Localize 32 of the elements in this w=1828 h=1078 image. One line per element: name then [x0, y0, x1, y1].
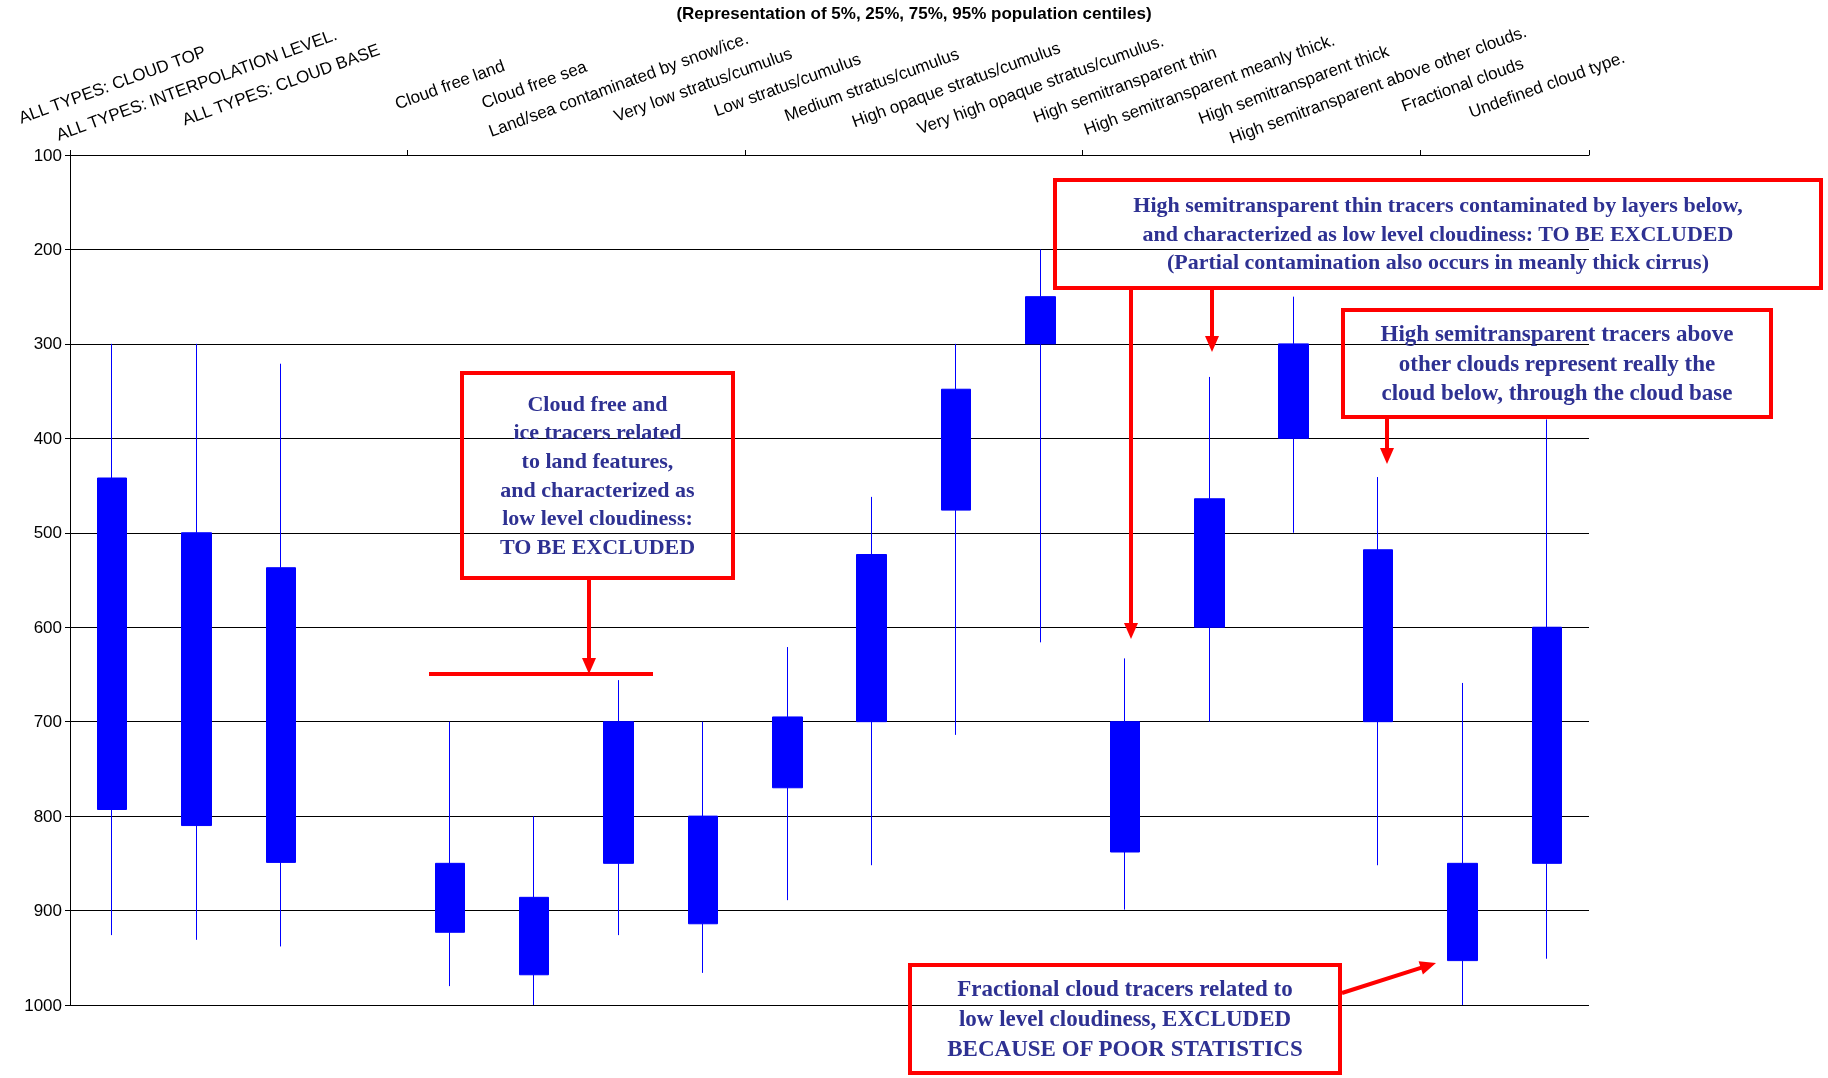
y-tick-label: 600	[33, 617, 62, 637]
candlestick	[856, 496, 887, 866]
candlestick	[1278, 296, 1309, 534]
y-tick-label: 700	[33, 712, 62, 732]
candlestick	[941, 343, 971, 736]
chart-title: (Representation of 5%, 25%, 75%, 95% population centiles)	[676, 4, 1152, 23]
candlestick	[688, 721, 718, 974]
annotation: Cloud free and ice tracers related to land features, and characterized as low level cloudiness: TO BE EXCLUDED	[460, 371, 735, 580]
y-tick-label: 1000	[24, 995, 62, 1015]
annotation: Fractional cloud tracers related to low level cloudiness, EXCLUDED BECAUSE OF POOR STATISTICS	[908, 963, 1342, 1075]
candlestick	[1025, 248, 1056, 643]
annotation: High semitransparent tracers above other clouds represent really the cloud below, through the cloud base	[1341, 308, 1773, 419]
candlestick	[1363, 476, 1393, 866]
y-tick-label: 100	[33, 145, 62, 165]
candlestick	[519, 815, 549, 1006]
y-tick-label: 400	[33, 428, 62, 448]
candlestick	[97, 343, 127, 936]
candlestick	[181, 343, 212, 941]
candlestick	[1110, 657, 1140, 911]
y-tick-label: 900	[33, 901, 62, 921]
y-tick-label: 500	[33, 523, 62, 543]
candlestick	[1194, 376, 1225, 723]
y-tick-label: 200	[33, 239, 62, 259]
candlestick	[1447, 682, 1478, 1006]
candlestick	[266, 363, 296, 947]
candlestick	[772, 646, 803, 901]
candlestick	[435, 721, 465, 987]
annotation: High semitransparent thin tracers contaminated by layers below, and characterized as low level cloudiness: TO BE EXCLUDED (Partial contamination also occurs in meanly thick cirrus)	[1053, 178, 1823, 290]
candlestick	[603, 679, 634, 936]
y-tick-label: 300	[33, 334, 62, 354]
candlestick	[1532, 418, 1562, 960]
y-tick-label: 800	[33, 806, 62, 826]
